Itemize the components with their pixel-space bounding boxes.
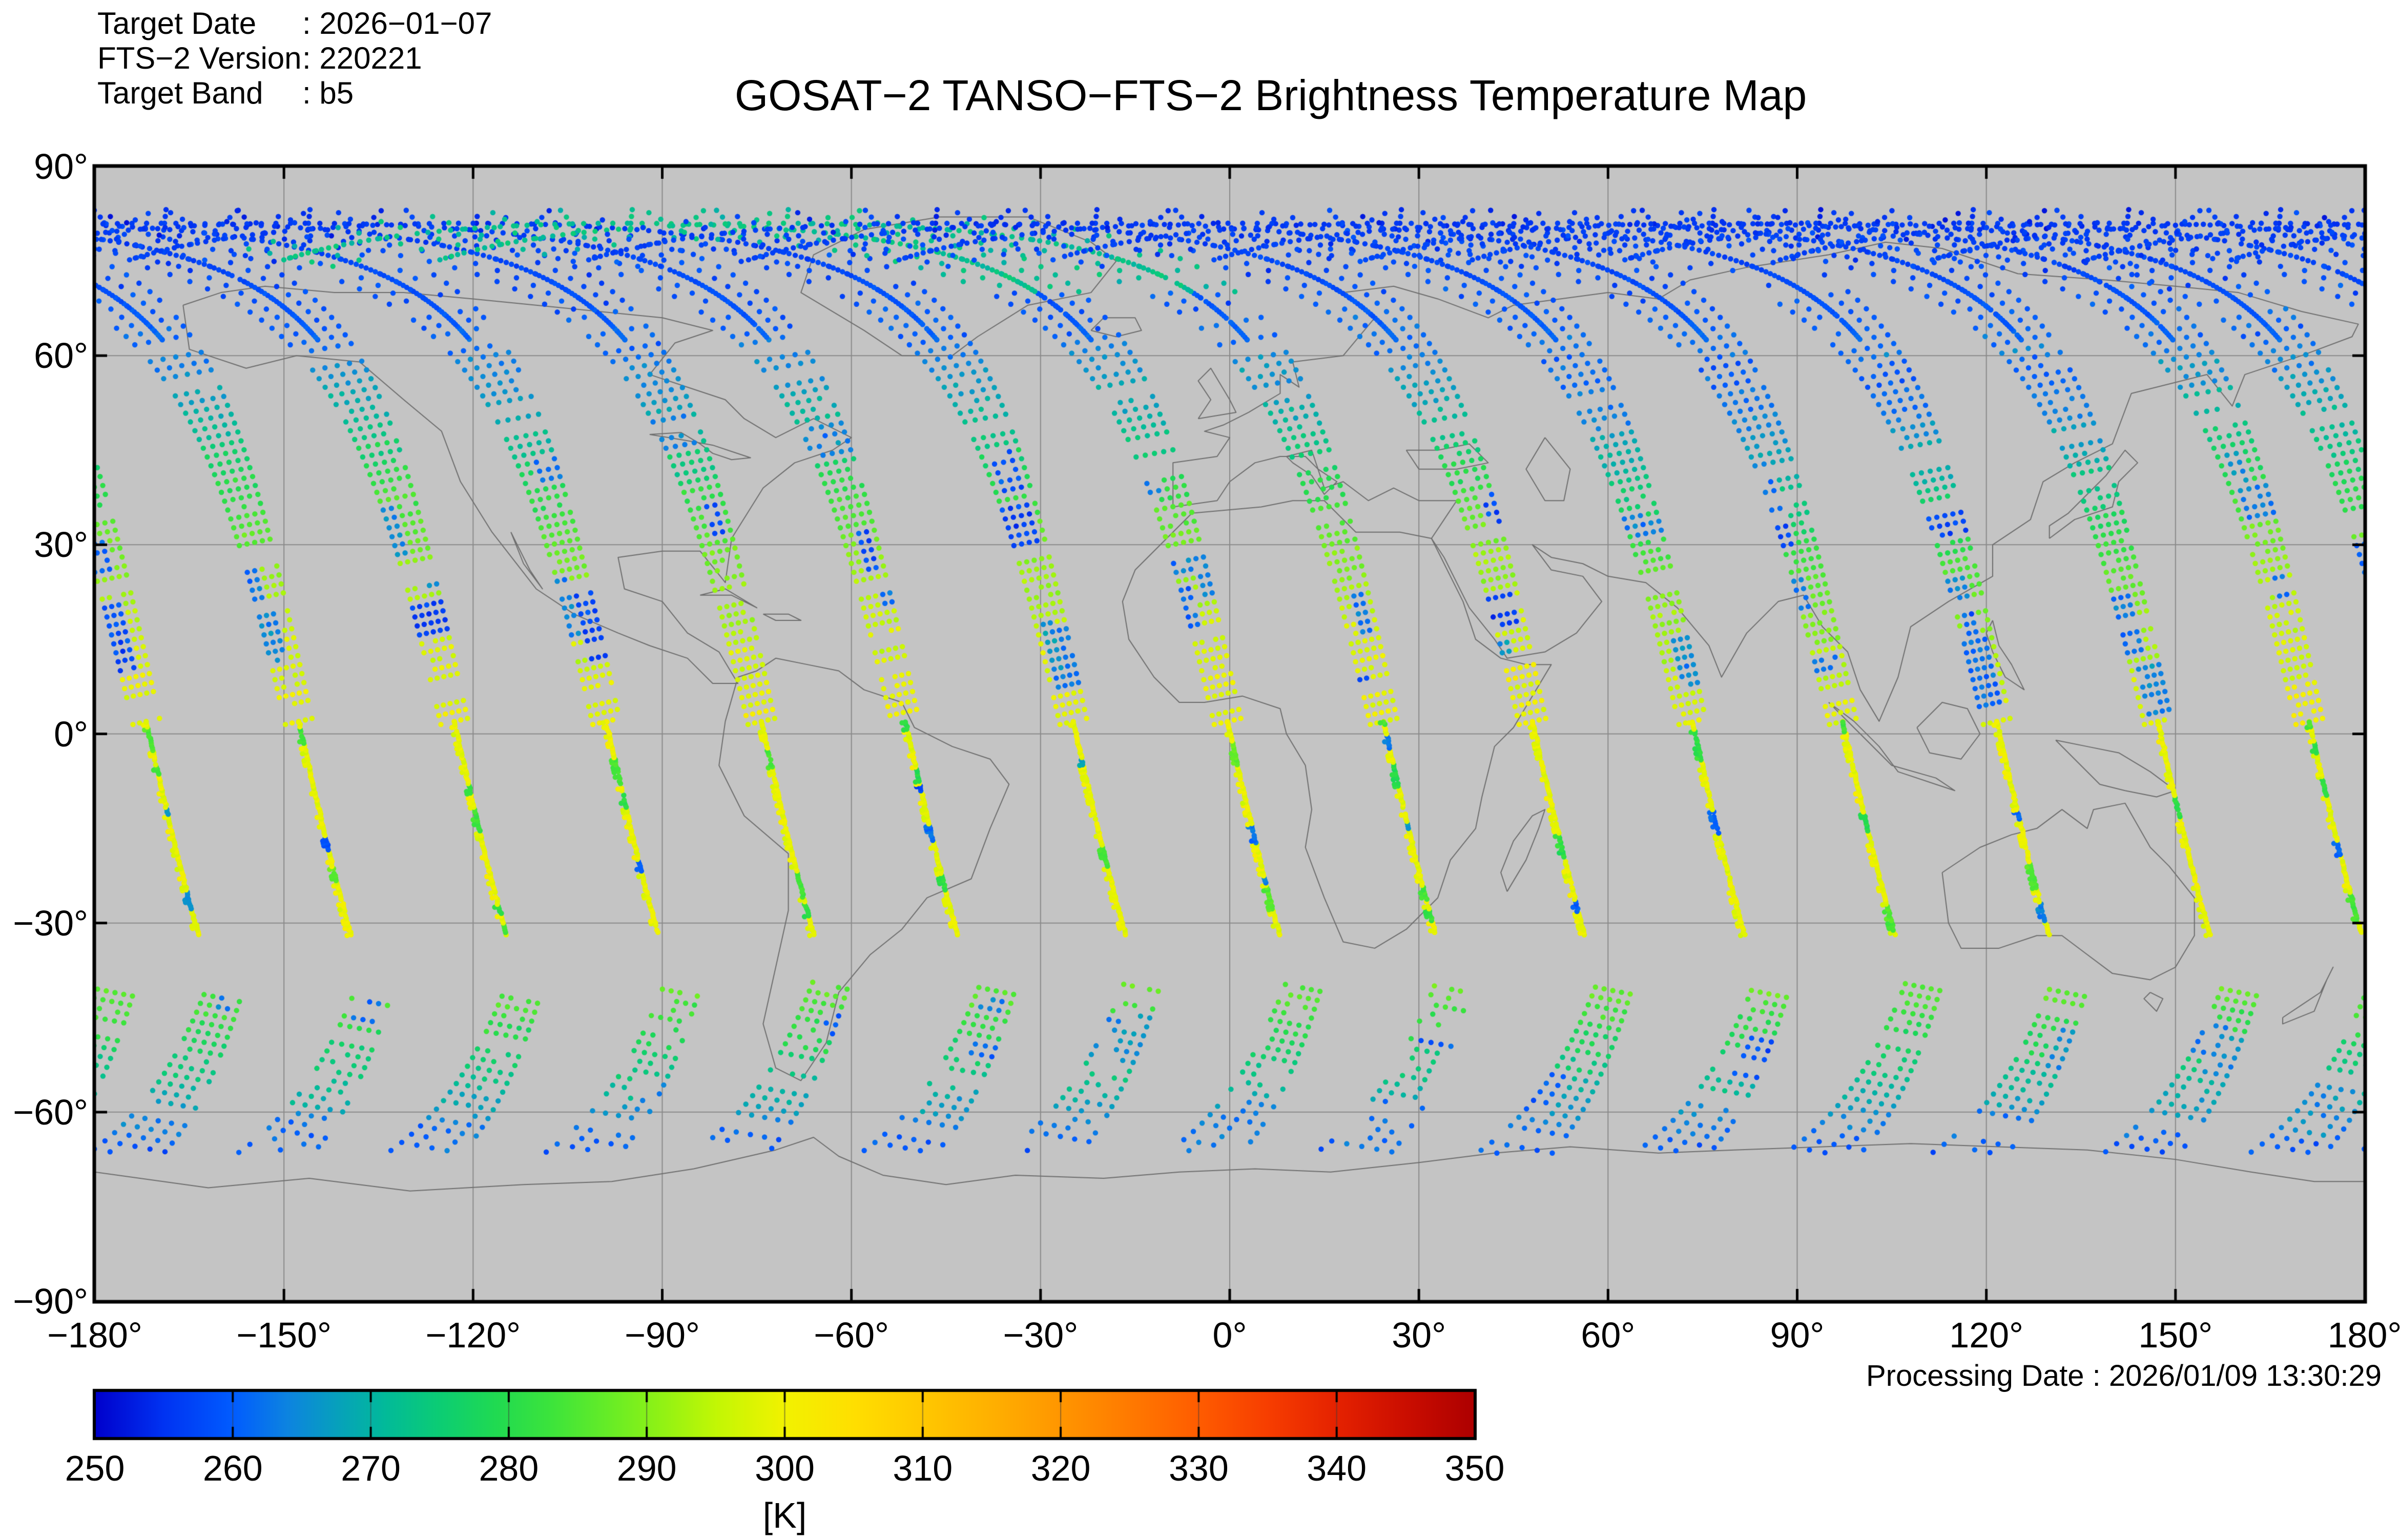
colorbar-tick-label: 290 — [616, 1448, 677, 1488]
x-tick-label: 30° — [1392, 1315, 1446, 1355]
colorbar — [95, 1391, 1475, 1438]
info-line-target-date: Target Date: 2026−01−07 — [97, 6, 492, 41]
x-axis-labels: −180° −150° −120° −90° −60° −30° 0° 30° 60° 90° 12… — [0, 1315, 2400, 1361]
x-tick-label: −60° — [814, 1315, 889, 1355]
info-separator: : — [302, 76, 320, 110]
colorbar-tick-label: 280 — [479, 1448, 539, 1488]
y-tick-label: −30° — [13, 903, 88, 943]
x-tick-label: −150° — [236, 1315, 332, 1355]
x-tick-label: 90° — [1770, 1315, 1825, 1355]
y-tick-label: 90° — [34, 147, 88, 186]
x-tick-label: 180° — [2327, 1315, 2400, 1355]
colorbar-tick-label: 300 — [755, 1448, 815, 1488]
x-tick-label: 150° — [2138, 1315, 2213, 1355]
info-separator: : — [302, 41, 320, 75]
colorbar-tick-label: 260 — [202, 1448, 263, 1488]
info-label: FTS−2 Version — [97, 41, 302, 75]
y-axis-labels: 90° 60° 30° 0° −30° −60° −90° — [0, 0, 88, 1540]
colorbar-tick-label: 310 — [893, 1448, 953, 1488]
info-value: 2026−01−07 — [319, 6, 492, 40]
colorbar-labels: 250 260 270 280 290 300 310 320 330 340 350 — [0, 1448, 1588, 1489]
info-line-target-band: Target Band: b5 — [97, 76, 492, 111]
y-tick-label: 0° — [54, 714, 88, 754]
info-label: Target Band — [97, 76, 263, 110]
info-value: b5 — [319, 76, 354, 110]
y-tick-label: 30° — [34, 525, 88, 565]
x-tick-label: 60° — [1581, 1315, 1636, 1355]
colorbar-tick-label: 320 — [1030, 1448, 1091, 1488]
chart-title-text: GOSAT−2 TANSO−FTS−2 Brightness Temperatu… — [734, 71, 1807, 119]
x-tick-label: −30° — [1003, 1315, 1079, 1355]
page-title: GOSAT−2 TANSO−FTS−2 Brightness Temperatu… — [0, 71, 2400, 120]
x-tick-label: −180° — [47, 1315, 142, 1355]
processing-date: Processing Date : 2026/01/09 13:30:29 — [1866, 1359, 2382, 1392]
colorbar-tick-label: 350 — [1444, 1448, 1505, 1488]
y-tick-label: −60° — [13, 1092, 88, 1132]
x-tick-label: −120° — [425, 1315, 521, 1355]
map-area — [95, 167, 2365, 1301]
x-tick-label: 120° — [1949, 1315, 2024, 1355]
info-value: 220221 — [319, 41, 422, 75]
x-tick-label: −90° — [625, 1315, 700, 1355]
colorbar-unit-label: [K] — [762, 1495, 807, 1535]
x-tick-label: 0° — [1212, 1315, 1247, 1355]
y-tick-label: 60° — [34, 336, 88, 376]
colorbar-tick-label: 340 — [1307, 1448, 1367, 1488]
colorbar-tick-label: 270 — [341, 1448, 401, 1488]
y-tick-label: −90° — [13, 1281, 88, 1321]
colorbar-tick-label: 330 — [1168, 1448, 1229, 1488]
info-separator: : — [302, 6, 320, 40]
info-label: Target Date — [97, 6, 257, 40]
info-line-fts2-version: FTS−2 Version: 220221 — [97, 41, 492, 76]
colorbar-tick-label: 250 — [65, 1448, 125, 1488]
header-info: Target Date: 2026−01−07 FTS−2 Version: 2… — [97, 6, 492, 111]
